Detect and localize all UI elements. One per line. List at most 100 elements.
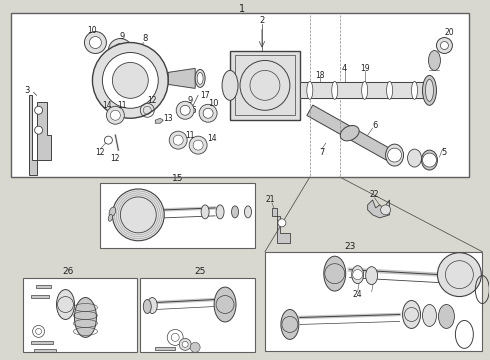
- Ellipse shape: [147, 298, 157, 314]
- Ellipse shape: [281, 310, 299, 339]
- Circle shape: [381, 205, 391, 215]
- Ellipse shape: [195, 69, 205, 87]
- Text: 24: 24: [353, 290, 363, 299]
- Text: 11: 11: [118, 101, 127, 110]
- Polygon shape: [36, 285, 50, 288]
- Ellipse shape: [74, 298, 97, 337]
- Circle shape: [110, 110, 121, 120]
- Circle shape: [112, 189, 164, 241]
- Circle shape: [441, 41, 448, 50]
- Polygon shape: [155, 347, 175, 350]
- Ellipse shape: [197, 72, 203, 84]
- Text: 23: 23: [344, 242, 355, 251]
- Text: 6: 6: [372, 121, 377, 130]
- Ellipse shape: [143, 300, 151, 314]
- Ellipse shape: [428, 50, 441, 71]
- Text: 21: 21: [265, 195, 275, 204]
- Ellipse shape: [439, 305, 454, 328]
- Ellipse shape: [214, 287, 236, 322]
- Text: 19: 19: [360, 64, 369, 73]
- Text: 25: 25: [195, 267, 206, 276]
- Circle shape: [93, 42, 168, 118]
- Circle shape: [438, 253, 481, 297]
- Text: 15: 15: [172, 174, 184, 183]
- Text: 18: 18: [315, 71, 324, 80]
- Circle shape: [90, 37, 101, 49]
- Circle shape: [84, 32, 106, 54]
- Bar: [300, 82, 429, 98]
- Circle shape: [176, 101, 194, 119]
- Ellipse shape: [332, 81, 338, 99]
- Ellipse shape: [232, 206, 239, 218]
- Circle shape: [193, 140, 203, 150]
- Circle shape: [203, 108, 213, 118]
- Polygon shape: [168, 68, 195, 88]
- Bar: [23, 278, 137, 352]
- Text: 11: 11: [185, 131, 195, 140]
- Bar: [11, 13, 469, 177]
- Circle shape: [437, 37, 452, 54]
- Ellipse shape: [109, 207, 116, 217]
- Circle shape: [182, 341, 188, 347]
- Circle shape: [173, 135, 183, 145]
- Text: 5: 5: [442, 148, 447, 157]
- Bar: [100, 183, 255, 248]
- Polygon shape: [34, 349, 55, 352]
- Bar: [230, 50, 300, 120]
- Polygon shape: [307, 105, 392, 160]
- Circle shape: [112, 62, 148, 98]
- Bar: [235, 55, 295, 115]
- Circle shape: [113, 44, 127, 58]
- Ellipse shape: [307, 81, 313, 99]
- Bar: [265, 252, 482, 351]
- Ellipse shape: [56, 289, 74, 319]
- Text: 3: 3: [24, 86, 29, 95]
- Ellipse shape: [324, 256, 346, 291]
- Circle shape: [35, 106, 43, 114]
- Ellipse shape: [422, 75, 437, 105]
- Ellipse shape: [421, 150, 438, 170]
- Circle shape: [102, 53, 158, 108]
- Ellipse shape: [352, 266, 364, 284]
- Circle shape: [199, 104, 217, 122]
- Text: 2: 2: [259, 16, 265, 25]
- Ellipse shape: [216, 205, 224, 219]
- Text: 12: 12: [147, 96, 157, 105]
- Text: 14: 14: [207, 134, 217, 143]
- Circle shape: [108, 39, 132, 62]
- Text: 4: 4: [342, 64, 347, 73]
- Polygon shape: [28, 95, 50, 175]
- Circle shape: [179, 338, 191, 350]
- Circle shape: [106, 106, 124, 124]
- Text: 20: 20: [444, 28, 454, 37]
- Circle shape: [353, 270, 363, 280]
- Circle shape: [190, 342, 200, 352]
- Bar: [11, 13, 469, 177]
- Ellipse shape: [362, 81, 368, 99]
- Text: 1: 1: [239, 4, 245, 14]
- Text: 9: 9: [120, 32, 125, 41]
- Circle shape: [278, 219, 286, 227]
- Ellipse shape: [386, 144, 404, 166]
- Ellipse shape: [245, 206, 251, 218]
- Circle shape: [388, 148, 401, 162]
- Ellipse shape: [222, 71, 238, 100]
- Ellipse shape: [387, 81, 392, 99]
- Polygon shape: [155, 118, 163, 123]
- Polygon shape: [368, 200, 390, 218]
- Circle shape: [180, 105, 190, 115]
- Polygon shape: [272, 208, 290, 243]
- Text: 12: 12: [111, 154, 120, 163]
- Bar: [140, 278, 255, 352]
- Text: 17: 17: [200, 91, 210, 100]
- Text: 16: 16: [187, 106, 197, 115]
- Text: 9: 9: [188, 96, 193, 105]
- Ellipse shape: [403, 301, 420, 328]
- Ellipse shape: [425, 80, 434, 101]
- Circle shape: [35, 126, 43, 134]
- Polygon shape: [30, 294, 49, 298]
- Ellipse shape: [366, 267, 378, 285]
- Polygon shape: [30, 341, 52, 345]
- Text: 7: 7: [319, 148, 324, 157]
- Text: 10: 10: [88, 26, 97, 35]
